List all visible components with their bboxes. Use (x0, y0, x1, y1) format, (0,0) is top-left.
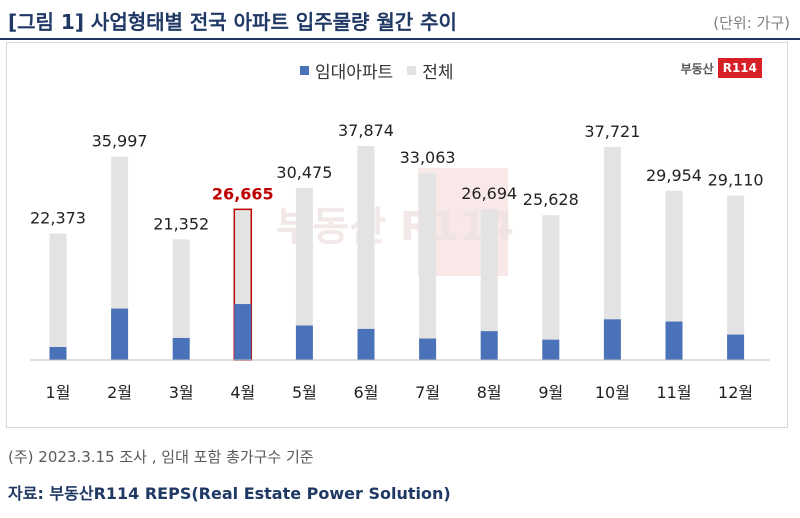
legend-label-rental: 임대아파트 (315, 63, 394, 83)
chart-frame (6, 42, 788, 428)
x-tick-3: 3월 (169, 383, 194, 402)
source-line: 자료: 부동산R114 REPS(Real Estate Power Solut… (8, 484, 451, 503)
x-tick-9: 9월 (538, 383, 563, 402)
data-label-12: 29,110 (708, 171, 764, 190)
bar-rental-9 (542, 339, 560, 360)
bar-total-3 (172, 239, 190, 360)
data-label-2: 35,997 (92, 132, 148, 151)
data-label-5: 30,475 (276, 163, 332, 182)
watermark-text: 부동산 R114 (276, 204, 515, 250)
brand-logo: 부동산 R114 (681, 58, 762, 78)
x-tick-1: 1월 (46, 383, 71, 402)
data-label-6: 37,874 (338, 121, 394, 140)
data-label-3: 21,352 (153, 214, 209, 233)
bar-rental-7 (419, 338, 437, 360)
data-label-7: 33,063 (400, 148, 456, 167)
data-label-10: 37,721 (584, 122, 640, 141)
x-tick-10: 10월 (595, 383, 630, 402)
bar-rental-8 (480, 331, 498, 360)
x-tick-2: 2월 (107, 383, 132, 402)
bar-rental-5 (295, 325, 313, 360)
bar-rental-12 (727, 334, 745, 360)
legend-item-total: 전체 (407, 58, 453, 83)
unit-label: (단위: 가구) (713, 14, 790, 32)
data-label-1: 22,373 (30, 209, 86, 228)
bar-total-9 (542, 215, 560, 360)
bar-total-10 (603, 146, 621, 360)
legend-label-total: 전체 (422, 63, 454, 83)
logo-badge: R114 (717, 58, 762, 78)
data-label-9: 25,628 (523, 190, 579, 209)
x-tick-12: 12월 (718, 383, 753, 402)
legend-item-rental: 임대아파트 (300, 58, 393, 83)
bar-rental-2 (111, 308, 129, 360)
x-tick-8: 8월 (477, 383, 502, 402)
bar-total-11 (665, 190, 683, 360)
bar-total-6 (357, 146, 375, 360)
x-tick-7: 7월 (415, 383, 440, 402)
bar-total-8 (480, 209, 498, 360)
bar-total-12 (727, 195, 745, 360)
bar-rental-10 (603, 319, 621, 360)
x-tick-11: 11월 (656, 383, 691, 402)
footnote: (주) 2023.3.15 조사 , 임대 포함 총가구수 기준 (8, 448, 314, 466)
bar-total-7 (419, 173, 437, 360)
data-label-4: 26,665 (212, 184, 274, 203)
bar-rental-6 (357, 328, 375, 360)
legend: 임대아파트 전체 (300, 58, 461, 83)
bar-rental-11 (665, 321, 683, 360)
title-divider (0, 38, 800, 40)
bar-total-5 (295, 187, 313, 360)
logo-text: 부동산 (680, 61, 714, 76)
x-tick-6: 6월 (354, 383, 379, 402)
bar-rental-4 (234, 304, 252, 360)
data-label-8: 26,694 (461, 184, 517, 203)
x-tick-5: 5월 (292, 383, 317, 402)
legend-swatch-rental (300, 66, 309, 75)
data-label-11: 29,954 (646, 166, 702, 185)
legend-swatch-total (407, 66, 417, 75)
bar-total-1 (49, 233, 67, 360)
chart-title: [그림 1] 사업형태별 전국 아파트 입주물량 월간 추이 (8, 10, 457, 34)
x-tick-4: 4월 (230, 383, 255, 402)
bar-rental-3 (172, 337, 190, 360)
bar-rental-1 (49, 347, 67, 360)
